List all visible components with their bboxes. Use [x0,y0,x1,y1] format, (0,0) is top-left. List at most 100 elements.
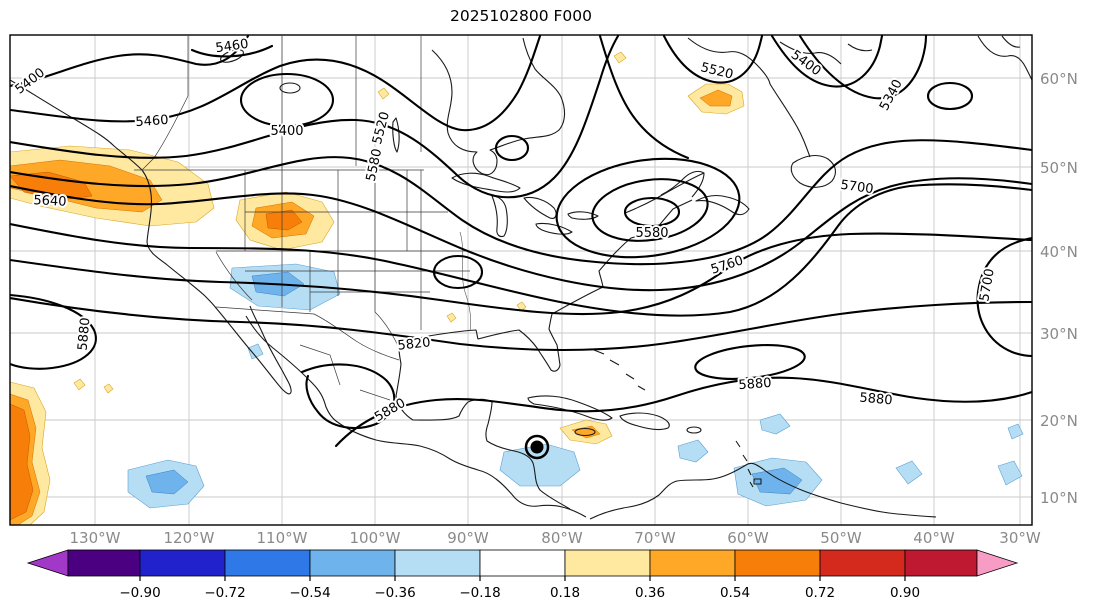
lat-tick-label: 20°N [1040,412,1078,430]
lake-superior [451,172,521,193]
contour-label: 5880 [76,317,94,351]
contour-closed [926,81,974,111]
puerto-rico [686,426,702,434]
south-america-coast [589,462,937,520]
shaded-region-cool-core [145,271,803,495]
tropical-cyclone-icon [524,434,550,460]
colorbar-tick-marks [139,576,906,581]
texas-border [374,292,400,349]
colorbar-tick-label: −0.72 [204,585,245,601]
contour-line [976,236,1032,358]
warm-region [377,87,390,100]
lesser-antilles [735,440,762,488]
contour-line [10,35,620,199]
lat-tick-label: 60°N [1040,70,1078,88]
coastline-path [660,170,705,198]
contour-line [598,35,690,160]
colorbar-segment [734,549,821,577]
lake-erie [535,222,573,235]
political-borders [134,36,472,401]
cool-region [997,460,1023,486]
contour-label: 5460 [215,37,250,56]
contour-line [10,296,1032,352]
cool-region-core [145,469,189,495]
height-contours [10,35,1032,448]
colorbar-tick-label: 0.90 [890,585,920,601]
lat-tick-label: 50°N [1040,159,1078,177]
colorbar-tick-label: 0.18 [550,585,580,601]
contour-label: 5820 [397,335,431,353]
warm-region [446,312,457,323]
province-border [281,36,422,170]
contour-label: 5640 [33,193,67,210]
colorbar-tick-label: −0.90 [119,585,160,601]
colorbar-segment [139,549,226,577]
contour-closed-low [555,157,741,259]
coastline-path [10,79,292,395]
coastline-path [395,199,693,510]
coastline-path [977,35,1032,81]
shaded-region-warm-core [10,171,303,521]
coastline-path [245,315,587,518]
colorbar-tick-label: −0.18 [459,585,500,601]
warm-region [516,301,527,312]
warm-region [103,383,114,394]
contour-label: 5700 [840,178,875,197]
contour-line [10,183,1032,317]
contour-label: 5880 [738,376,772,393]
plot-title: 2025102800 F000 [450,7,592,25]
northern-lake [220,49,244,63]
coastline-path [695,195,750,216]
contour-label: 5400 [270,124,303,139]
coastline-path [431,37,566,176]
warm-region [73,378,86,391]
contour-label: 5580 [635,226,668,241]
us-mexico-border [215,306,400,361]
hispaniola [619,412,670,431]
contour-closed [494,134,530,162]
colorbar-segment [564,549,651,577]
contour-label: 5880 [859,391,893,409]
colorbar-segment [649,549,736,577]
cool-region [499,443,581,487]
lake-michigan [491,195,508,238]
lon-tick-label: 50°W [820,529,862,547]
lon-tick-label: 130°W [70,529,121,547]
warm-region-core [699,89,733,107]
cool-region [759,413,791,435]
contour-line [798,35,928,100]
cool-region [895,460,923,485]
colorbar-tick-labels: −0.90 −0.72 −0.54 −0.36 −0.18 0.18 0.36 … [119,585,920,601]
jamaica [574,427,596,437]
contour-closed-low [239,72,335,128]
lon-tick-label: 80°W [541,529,583,547]
contour-line [334,376,1032,448]
colorbar-tick-label: 0.36 [635,585,665,601]
contour-line [10,35,250,88]
lon-tick-label: 40°W [913,529,955,547]
colorbar-segment [224,549,311,577]
lon-tick-label: 90°W [447,529,489,547]
coastline-path [790,154,837,188]
cool-region [677,439,709,463]
colorbar-segment [479,549,566,577]
colorbar-tick-label: −0.54 [289,585,330,601]
contour-closed [432,254,484,290]
cool-region-core [751,467,803,495]
cuba [527,395,613,421]
contour-label: 5460 [135,113,169,130]
lon-tick-label: 120°W [164,529,215,547]
cool-region [1007,423,1024,440]
plot-border [9,34,1033,526]
contour-closed-low [623,196,681,228]
colorbar: −0.90 −0.72 −0.54 −0.36 −0.18 0.18 0.36 … [26,549,1019,601]
lon-axis: 130°W 120°W 110°W 100°W 90°W 80°W 70°W 6… [70,529,1041,547]
warm-region-deep [10,171,93,201]
contour-line [300,363,396,430]
colorbar-segment [309,549,396,577]
lon-tick-label: 100°W [350,529,401,547]
lon-tick-label: 70°W [634,529,676,547]
warm-region-deep [10,403,34,521]
